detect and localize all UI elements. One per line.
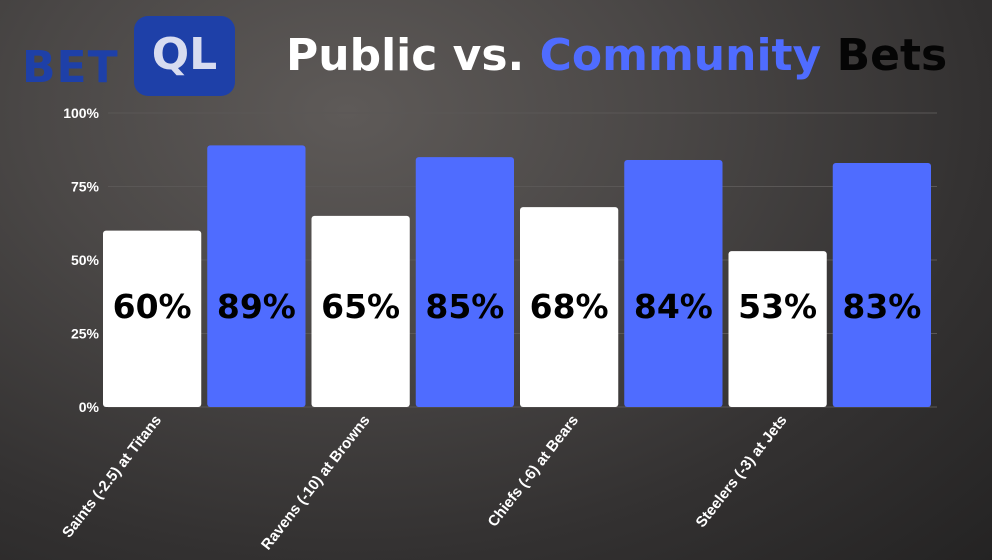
title-community: Community xyxy=(539,30,822,81)
bar xyxy=(728,251,827,407)
data-label: 89% xyxy=(217,287,296,326)
logo-ql-text: QL xyxy=(151,29,218,80)
y-tick-label: 75% xyxy=(71,179,100,195)
logo-ql-box: QL xyxy=(134,16,235,96)
data-label: 68% xyxy=(530,287,609,326)
x-tick-label: Chiefs (-6) at Bears xyxy=(485,412,583,530)
title-bets: Bets xyxy=(836,30,948,81)
y-tick-label: 0% xyxy=(79,399,100,415)
bar xyxy=(311,215,410,407)
y-tick-label: 50% xyxy=(71,252,100,268)
bar xyxy=(415,157,514,407)
data-label: 60% xyxy=(113,287,192,326)
x-tick-label: Steelers (-3) at Jets xyxy=(693,412,791,531)
data-label: 83% xyxy=(842,287,921,326)
betql-logo: BET QL xyxy=(20,16,240,98)
bar xyxy=(103,230,202,407)
y-tick-label: 100% xyxy=(63,105,99,121)
bar xyxy=(624,160,723,407)
logo-bet-text: BET xyxy=(22,42,119,93)
x-tick-label: Ravens (-10) at Browns xyxy=(258,412,374,553)
y-tick-label: 25% xyxy=(71,326,100,342)
data-label: 53% xyxy=(738,287,817,326)
data-label: 85% xyxy=(425,287,504,326)
bar xyxy=(832,162,931,407)
bar xyxy=(520,207,619,407)
data-label: 84% xyxy=(634,287,713,326)
bar xyxy=(207,145,306,407)
data-label: 65% xyxy=(321,287,400,326)
title-vs: vs. xyxy=(452,30,525,81)
title-public: Public xyxy=(286,30,438,81)
chart-title: Public vs. Community Bets xyxy=(286,34,947,78)
x-tick-label: Saints (-2.5) at Titans xyxy=(59,412,165,541)
